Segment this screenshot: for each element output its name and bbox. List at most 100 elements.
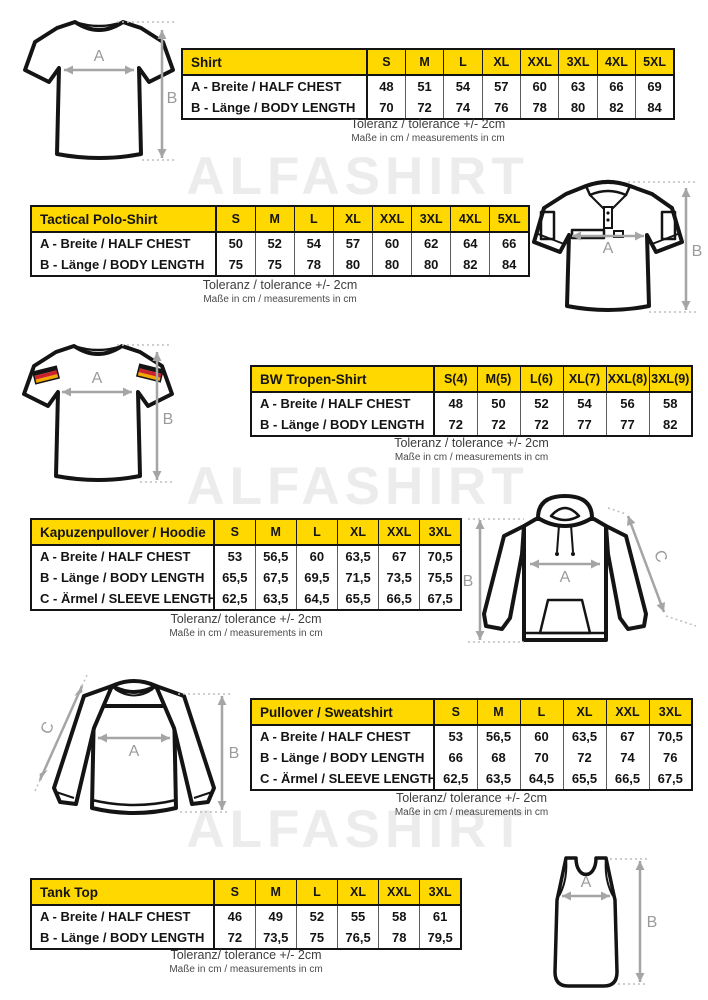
measure-label-cell: B - Länge / BODY LENGTH [31,927,215,949]
measure-value-cell: 76 [648,747,692,768]
measure-value-cell: 54 [562,392,606,414]
size-header-cell: 4XL [596,49,636,76]
measure-value-cell: 52 [254,232,295,254]
measure-value-cell: 58 [378,905,420,927]
tolerance-note: Toleranz/ tolerance +/- 2cm Maße in cm /… [30,948,462,976]
size-table: Pullover / Sweatshirt S M L XL XXL 3XL A - Brei… [250,698,693,791]
tolerance-line: Toleranz / tolerance +/- 2cm [394,436,549,450]
size-table: Tactical Polo-Shirt S M L XL XXL 3XL 4XL 5XL A - … [30,205,530,277]
measure-value-cell: 65,5 [213,567,256,588]
measure-value-cell: 80 [371,254,412,276]
measure-b-label: B [163,411,174,428]
measure-label-cell: C - Ärmel / SLEEVE LENGTH [251,768,435,790]
units-line: Maße in cm / measurements in cm [394,451,549,463]
measure-row: B - Länge / BODY LENGTH 72 73,5 75 76,5 78 79,… [31,927,461,949]
measure-value-cell: 58 [648,392,692,414]
measure-label-cell: B - Länge / BODY LENGTH [251,747,435,768]
measure-value-cell: 63 [558,75,598,97]
size-header-cell: XL [481,49,521,76]
measure-value-cell: 49 [254,905,297,927]
measure-label-cell: B - Länge / BODY LENGTH [31,567,215,588]
measure-value-cell: 67 [605,725,649,747]
measure-value-cell: 76 [481,97,521,119]
measure-value-cell: 60 [295,545,338,567]
measure-value-cell: 52 [295,905,338,927]
size-header-cell: XL [562,699,606,726]
pullover-table: Pullover / Sweatshirt S M L XL XXL 3XL A - Brei… [250,698,693,791]
measure-label-cell: A - Breite / HALF CHEST [31,905,215,927]
measure-row: B - Länge / BODY LENGTH 75 75 78 80 80 80 82 84 [31,254,529,276]
size-header-cell: S(4) [433,366,477,393]
measure-value-cell: 70 [519,747,563,768]
measure-label-cell: A - Breite / HALF CHEST [182,75,368,97]
measure-value-cell: 70,5 [648,725,692,747]
units-line: Maße in cm / measurements in cm [351,132,505,144]
measure-value-cell: 67 [378,545,420,567]
size-header-cell: S [433,699,477,726]
size-header-cell: XXL(8) [605,366,649,393]
measure-b-label: B [229,745,240,762]
measure-value-cell: 76,5 [336,927,379,949]
measure-value-cell: 78 [293,254,334,276]
tolerance-note: Toleranz / tolerance +/- 2cm Maße in cm … [250,436,693,464]
measure-label-cell: C - Ärmel / SLEEVE LENGTH [31,588,215,610]
measure-value-cell: 52 [519,392,563,414]
measure-value-cell: 48 [366,75,406,97]
measure-value-cell: 75 [254,254,295,276]
measure-label-cell: A - Breite / HALF CHEST [251,392,435,414]
tolerance-line: Toleranz/ tolerance +/- 2cm [170,612,322,626]
size-table: BW Tropen-Shirt S(4) M(5) L(6) XL(7) XXL(8) 3X… [250,365,693,437]
tactical-polo-table: Tactical Polo-Shirt S M L XL XXL 3XL 4XL 5XL A - … [30,205,530,277]
measure-value-cell: 75 [215,254,256,276]
measure-row: C - Ärmel / SLEEVE LENGTH 62,5 63,5 64,5 65,… [251,768,692,790]
size-header-cell: L(6) [519,366,563,393]
tolerance-note: Toleranz / tolerance +/- 2cm Maße in cm … [181,117,675,145]
measure-value-cell: 74 [605,747,649,768]
measure-value-cell: 63,5 [476,768,520,790]
measure-value-cell: 50 [215,232,256,254]
measure-value-cell: 68 [476,747,520,768]
table-title: Shirt [182,49,368,76]
measure-value-cell: 50 [476,392,520,414]
size-header-cell: M(5) [476,366,520,393]
measure-value-cell: 61 [419,905,461,927]
measure-value-cell: 55 [336,905,379,927]
size-header-cell: XXL [605,699,649,726]
measure-value-cell: 54 [293,232,334,254]
watermark-text: ALFASHIRT [186,800,529,859]
size-header-cell: XL [336,879,379,906]
measure-value-cell: 51 [404,75,444,97]
polo-shirt-drawing: A B [528,164,706,324]
size-header-cell: 3XL [411,206,451,233]
size-header-cell: L [519,699,563,726]
measure-value-cell: 56,5 [476,725,520,747]
table-title: Kapuzenpullover / Hoodie [31,519,215,546]
size-header-cell: 3XL [558,49,598,76]
measure-value-cell: 77 [562,414,606,436]
size-header-cell: 3XL [419,879,461,906]
measure-value-cell: 72 [404,97,444,119]
measure-a-label: A [129,743,140,760]
size-header-cell: 4XL [450,206,490,233]
measure-value-cell: 82 [450,254,490,276]
measure-value-cell: 67,5 [648,768,692,790]
measure-value-cell: 78 [378,927,420,949]
measure-value-cell: 62 [411,232,451,254]
measure-value-cell: 80 [332,254,373,276]
measure-value-cell: 53 [213,545,256,567]
measure-value-cell: 53 [433,725,477,747]
measure-value-cell: 56,5 [254,545,297,567]
measure-value-cell: 74 [443,97,483,119]
table-title: Tank Top [31,879,215,906]
measure-value-cell: 65,5 [336,588,379,610]
measure-value-cell: 69,5 [295,567,338,588]
measure-value-cell: 72 [213,927,256,949]
size-header-cell: 5XL [635,49,674,76]
size-header-cell: L [293,206,334,233]
measure-b-label: B [463,573,474,590]
measure-value-cell: 84 [635,97,674,119]
size-header-cell: L [443,49,483,76]
measure-value-cell: 66 [433,747,477,768]
measure-label-cell: A - Breite / HALF CHEST [31,545,215,567]
